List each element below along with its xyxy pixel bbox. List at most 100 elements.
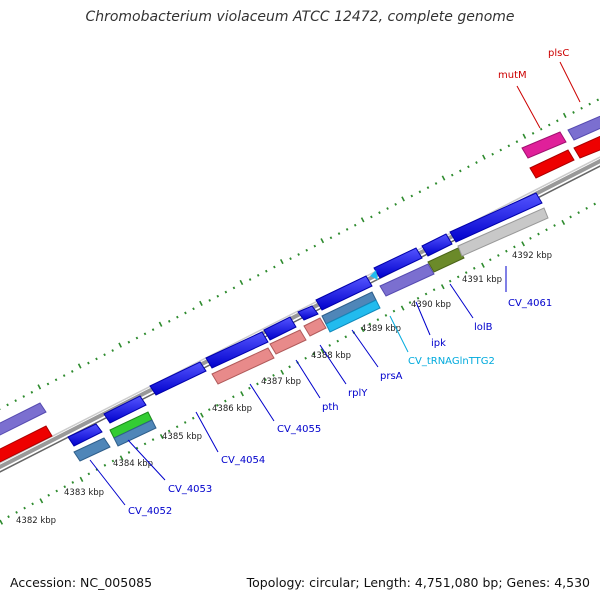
gene-leader-line [389,315,409,353]
cds-4055-blue[interactable] [205,331,269,369]
gene-label[interactable]: CV_4054 [221,455,265,466]
tick-mark [491,152,494,156]
tick-mark [596,98,600,102]
cds-pth-blue[interactable] [263,316,297,341]
tick-mark [556,119,559,123]
cds-slate-plsC[interactable] [567,112,600,141]
tick-mark [207,408,211,412]
trna-marker[interactable] [370,270,378,280]
gene-label[interactable]: CV_tRNAGlnTTG2 [408,356,495,367]
tick-mark [151,328,155,332]
tick-mark [87,472,91,476]
cds-red-right2[interactable] [573,132,600,159]
cds-lolB-blue[interactable] [421,233,453,257]
tick-mark [588,102,591,106]
gene-label[interactable]: CV_4055 [277,424,321,435]
tick-mark [95,357,98,361]
gene-label[interactable]: prsA [380,371,403,382]
tick-mark [79,476,84,482]
tick-mark [513,245,516,249]
tick-mark [448,279,452,283]
tick-mark [191,416,195,420]
gene-label[interactable]: CV_4061 [508,298,552,309]
gene-label[interactable]: pth [322,402,339,413]
cds-4053-blue[interactable] [103,395,147,424]
tick-mark [328,343,332,347]
genome-summary: Topology: circular; Length: 4,751,080 bp… [246,575,590,590]
tick-mark [7,515,10,519]
cds-ipk-slate[interactable] [379,263,435,297]
cds-4061-blue[interactable] [449,192,543,243]
tick-mark [77,363,82,369]
tick-mark [127,451,131,454]
gene-label[interactable]: plsC [548,48,569,59]
tick-mark [408,301,412,304]
tick-mark [353,223,357,227]
tick-mark [289,257,292,261]
cds-small-blue[interactable] [297,305,319,321]
tick-mark [63,485,67,489]
tick-mark [23,506,26,510]
tick-mark [119,455,124,461]
cds-rplY-salmon[interactable] [303,317,327,337]
gene-leader-line [319,344,347,385]
tick-mark [55,489,59,493]
tick-mark [320,238,325,244]
cds-ipk-blue[interactable] [373,247,423,279]
tick-mark [297,253,300,256]
gene-leader-line [559,61,581,103]
tick-mark [522,133,527,139]
tick-mark [239,279,244,286]
tick-mark [6,403,9,407]
tick-mark [31,502,34,506]
gene-label[interactable]: CV_4052 [128,506,172,517]
trna-cyan[interactable] [325,299,381,333]
tick-mark [87,361,90,365]
gene-label[interactable]: rplY [348,388,368,399]
cds-slate-left[interactable] [0,402,47,437]
gene-label[interactable]: ipk [431,338,446,349]
features [0,112,600,464]
cds-red-left[interactable] [0,425,53,464]
gene-leader-line [516,85,541,129]
tick-mark [459,169,462,173]
kbp-label: 4382 kbp [16,516,56,526]
tick-mark [103,463,107,467]
tick-mark [30,390,34,394]
tick-mark [456,275,460,279]
tick-mark [175,425,179,429]
gene-leader-line [195,411,219,453]
tick-mark [577,211,580,215]
map-title: Chromobacterium violaceum ATCC 12472, co… [85,9,515,25]
cds-pth-salmon[interactable] [269,329,307,355]
tick-mark [305,248,309,252]
cds-4055-salmon[interactable] [211,347,275,385]
tick-mark [288,365,291,369]
cds-prsA-blue[interactable] [315,275,373,311]
tick-mark [240,391,244,397]
cds-4061-grey[interactable] [457,207,549,257]
tick-mark [71,481,75,484]
tick-mark [545,228,548,232]
cds-lolB-olive[interactable] [427,247,465,273]
gene-label[interactable]: lolB [474,322,493,333]
cds-magenta-mutM[interactable] [521,131,567,159]
tick-mark [507,144,511,148]
cds-4053-steel[interactable] [113,419,157,447]
gene-label[interactable]: mutM [498,70,527,81]
tick-mark [256,273,260,277]
gene-label[interactable]: CV_4053 [168,484,212,495]
tick-mark [368,322,372,326]
cds-red-right1[interactable] [529,149,575,179]
gene-leader-line [351,329,379,368]
gene-leader-line [295,359,321,399]
gene-leader-line [449,283,474,319]
cds-4052-blue[interactable] [67,423,103,447]
cds-4052-steel[interactable] [73,437,111,462]
tick-mark [345,228,349,231]
tick-mark [256,382,259,386]
tick-mark [248,386,251,390]
cds-4054-blue[interactable] [149,361,207,396]
kbp-label: 4391 kbp [462,275,502,285]
tick-mark [111,349,114,352]
